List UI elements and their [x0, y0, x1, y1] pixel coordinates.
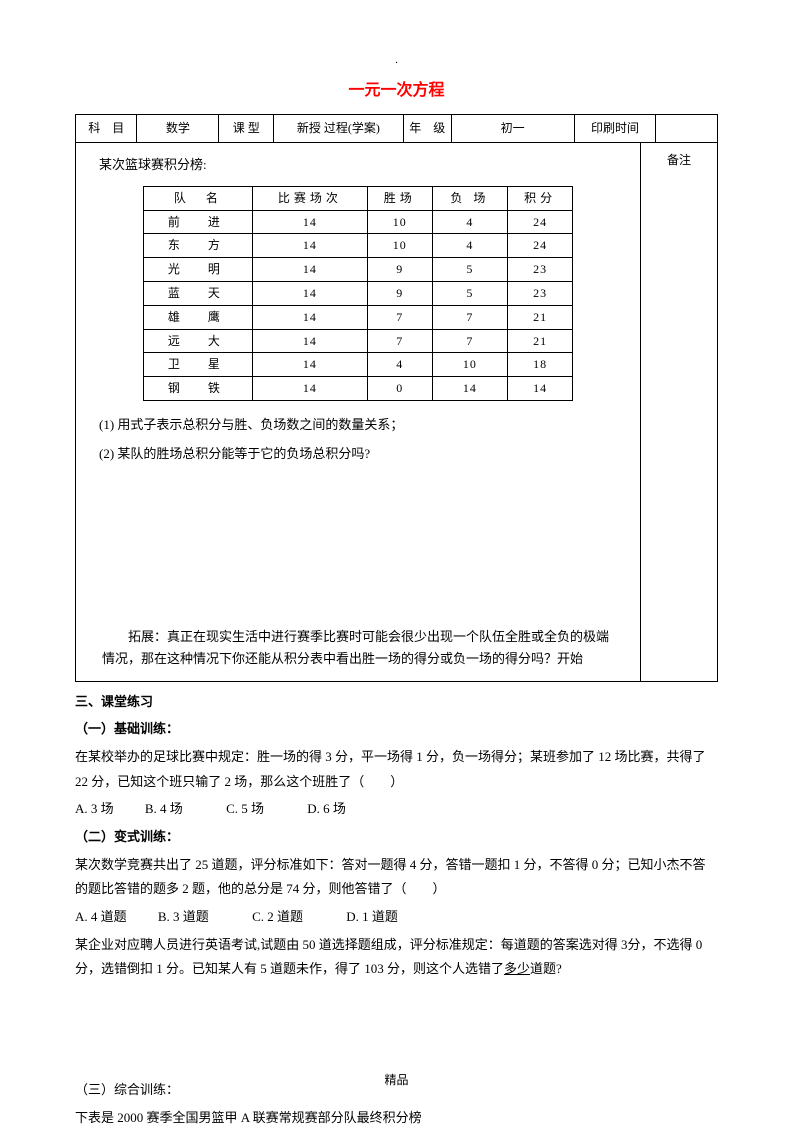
- option-c: C. 5 场: [226, 797, 264, 822]
- score-cell: 4: [367, 353, 432, 377]
- score-cell: 21: [508, 329, 573, 353]
- question-block: (1) 用式子表示总积分与胜、负场数之间的数量关系； (2) 某队的胜场总积分能…: [99, 413, 632, 466]
- score-cell: 14: [432, 377, 508, 401]
- table-row: 前 进1410424: [143, 210, 572, 234]
- page-footer: 精品: [0, 1069, 793, 1092]
- section1-question: 在某校举办的足球比赛中规定：胜一场的得 3 分，平一场得 1 分，负一场得分；某…: [75, 745, 718, 794]
- table-row: 卫 星1441018: [143, 353, 572, 377]
- score-cell: 14: [252, 258, 367, 282]
- score-cell: 18: [508, 353, 573, 377]
- section1-heading: （一）基础训练：: [75, 717, 718, 742]
- option-b: B. 4 场: [145, 797, 183, 822]
- section2-options: A. 4 道题 B. 3 道题 C. 2 道题 D. 1 道题: [75, 905, 718, 930]
- main-box: 某次篮球赛积分榜: 队 名比赛场次胜场负 场积分 前 进1410424东 方14…: [75, 143, 718, 681]
- score-cell: 24: [508, 210, 573, 234]
- section3-question: 下表是 2000 赛季全国男篮甲 A 联赛常规赛部分队最终积分榜: [75, 1106, 718, 1130]
- score-cell: 23: [508, 258, 573, 282]
- score-header-cell: 比赛场次: [252, 186, 367, 210]
- main-content: 某次篮球赛积分榜: 队 名比赛场次胜场负 场积分 前 进1410424东 方14…: [76, 143, 641, 681]
- option-c2: C. 2 道题: [252, 905, 303, 930]
- question-1: (1) 用式子表示总积分与胜、负场数之间的数量关系；: [99, 413, 632, 438]
- option-d2: D. 1 道题: [346, 905, 398, 930]
- exercises-heading: 三、课堂练习: [75, 690, 718, 715]
- score-cell: 14: [252, 377, 367, 401]
- score-cell: 4: [432, 210, 508, 234]
- top-mark: .: [75, 50, 718, 71]
- section2-q2u: 多少: [504, 961, 530, 976]
- score-cell: 14: [252, 210, 367, 234]
- option-d: D. 6 场: [307, 797, 346, 822]
- score-cell: 雄 鹰: [143, 305, 252, 329]
- extend-text: 拓展：真正在现实生活中进行赛季比赛时可能会很少出现一个队伍全胜或全负的极端情况，…: [102, 626, 622, 670]
- subject-label: 科 目: [76, 115, 137, 143]
- intro-text: 某次篮球赛积分榜:: [99, 153, 632, 178]
- score-cell: 14: [252, 329, 367, 353]
- section2-q2b: 道题?: [530, 961, 562, 976]
- score-cell: 21: [508, 305, 573, 329]
- score-table: 队 名比赛场次胜场负 场积分 前 进1410424东 方1410424光 明14…: [143, 186, 573, 401]
- score-cell: 14: [508, 377, 573, 401]
- table-row: 远 大147721: [143, 329, 572, 353]
- table-row: 东 方1410424: [143, 234, 572, 258]
- type-value: 新授 过程(学案): [274, 115, 404, 143]
- score-cell: 14: [252, 281, 367, 305]
- score-cell: 光 明: [143, 258, 252, 282]
- section2-question1: 某次数学竞赛共出了 25 道题，评分标准如下：答对一题得 4 分，答错一题扣 1…: [75, 853, 718, 902]
- score-cell: 14: [252, 305, 367, 329]
- option-a2: A. 4 道题: [75, 905, 127, 930]
- score-cell: 7: [432, 329, 508, 353]
- table-row: 雄 鹰147721: [143, 305, 572, 329]
- score-cell: 14: [252, 234, 367, 258]
- score-cell: 钢 铁: [143, 377, 252, 401]
- table-row: 蓝 天149523: [143, 281, 572, 305]
- score-cell: 4: [432, 234, 508, 258]
- score-header-cell: 负 场: [432, 186, 508, 210]
- type-label: 课 型: [219, 115, 274, 143]
- score-header-cell: 积分: [508, 186, 573, 210]
- score-cell: 卫 星: [143, 353, 252, 377]
- aside-note: 备注: [640, 143, 717, 681]
- score-cell: 10: [432, 353, 508, 377]
- grade-value: 初一: [451, 115, 574, 143]
- section2-question2: 某企业对应聘人员进行英语考试,试题由 50 道选择题组成，评分标准规定：每道题的…: [75, 933, 718, 982]
- question-2: (2) 某队的胜场总积分能等于它的负场总积分吗?: [99, 442, 632, 467]
- score-cell: 9: [367, 258, 432, 282]
- print-value: [656, 115, 718, 143]
- score-cell: 7: [432, 305, 508, 329]
- score-header-cell: 队 名: [143, 186, 252, 210]
- option-a: A. 3 场: [75, 797, 114, 822]
- score-cell: 5: [432, 281, 508, 305]
- page-title: 一元一次方程: [75, 76, 718, 106]
- section1-options: A. 3 场 B. 4 场 C. 5 场 D. 6 场: [75, 797, 718, 822]
- score-cell: 24: [508, 234, 573, 258]
- option-b2: B. 3 道题: [158, 905, 209, 930]
- score-cell: 23: [508, 281, 573, 305]
- grade-label: 年 级: [403, 115, 451, 143]
- score-header-cell: 胜场: [367, 186, 432, 210]
- score-cell: 14: [252, 353, 367, 377]
- score-cell: 9: [367, 281, 432, 305]
- score-cell: 5: [432, 258, 508, 282]
- score-cell: 10: [367, 210, 432, 234]
- header-table: 科 目 数学 课 型 新授 过程(学案) 年 级 初一 印刷时间: [75, 114, 718, 143]
- score-cell: 前 进: [143, 210, 252, 234]
- score-cell: 7: [367, 329, 432, 353]
- print-label: 印刷时间: [574, 115, 656, 143]
- score-cell: 蓝 天: [143, 281, 252, 305]
- score-cell: 东 方: [143, 234, 252, 258]
- table-row: 光 明149523: [143, 258, 572, 282]
- subject-value: 数学: [137, 115, 219, 143]
- exercises-section: 三、课堂练习 （一）基础训练： 在某校举办的足球比赛中规定：胜一场的得 3 分，…: [75, 690, 718, 1130]
- score-cell: 远 大: [143, 329, 252, 353]
- score-cell: 0: [367, 377, 432, 401]
- score-cell: 7: [367, 305, 432, 329]
- section2-q2a: 某企业对应聘人员进行英语考试,试题由 50 道选择题组成，评分标准规定：每道题的…: [75, 937, 702, 977]
- table-row: 钢 铁1401414: [143, 377, 572, 401]
- section2-heading: （二）变式训练：: [75, 825, 718, 850]
- score-cell: 10: [367, 234, 432, 258]
